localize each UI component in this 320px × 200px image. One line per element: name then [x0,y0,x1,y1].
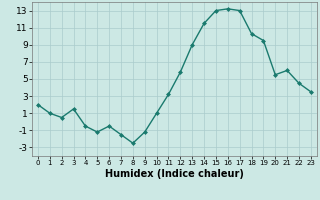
X-axis label: Humidex (Indice chaleur): Humidex (Indice chaleur) [105,169,244,179]
